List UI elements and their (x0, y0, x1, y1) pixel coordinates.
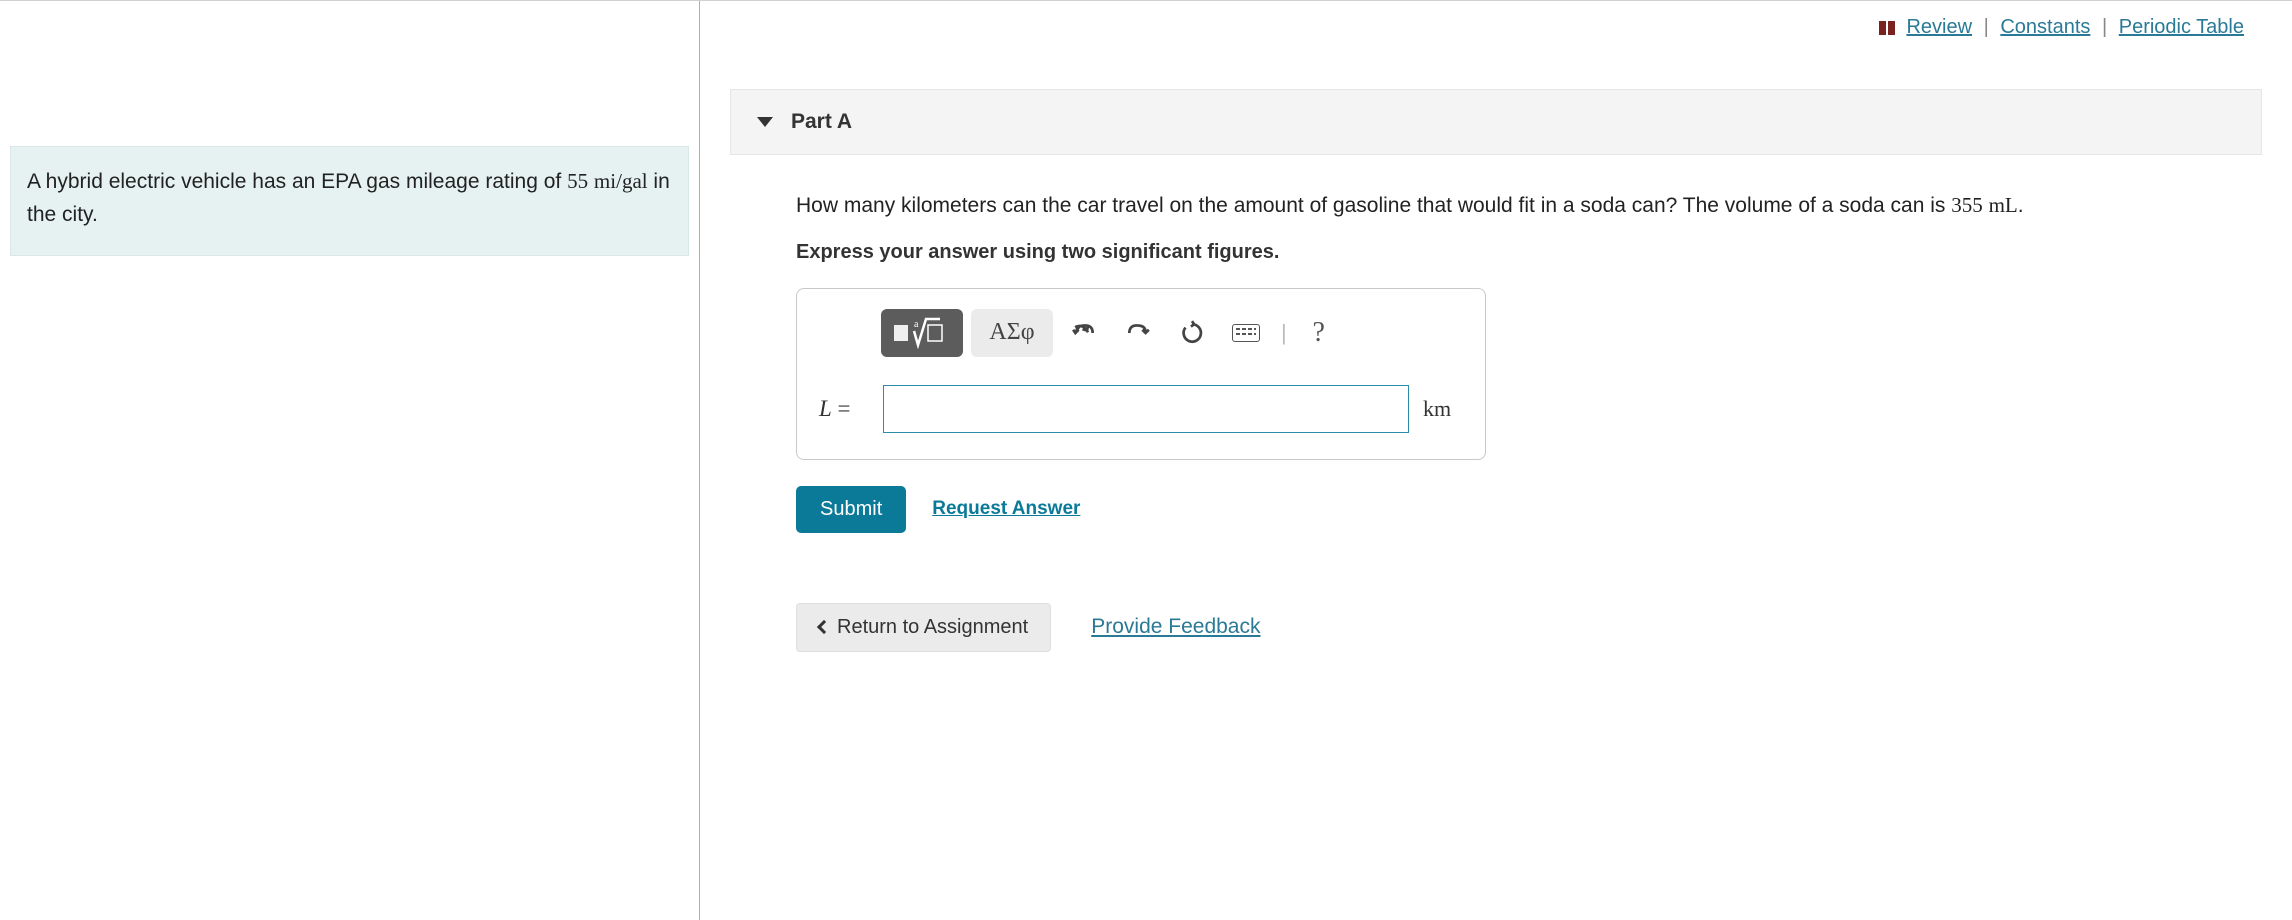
question-after: . (2018, 194, 2024, 217)
question-value: 355 (1951, 193, 1983, 217)
answer-widget: a ΑΣφ (796, 288, 1486, 460)
reset-icon (1179, 320, 1205, 346)
problem-unit-a: mi (594, 169, 616, 193)
answer-input[interactable] (883, 385, 1409, 433)
top-links: Review | Constants | Periodic Table (730, 16, 2262, 39)
submit-button[interactable]: Submit (796, 486, 906, 533)
problem-text-before: A hybrid electric vehicle has an EPA gas… (27, 170, 567, 193)
periodic-table-link[interactable]: Periodic Table (2119, 16, 2244, 38)
right-pane: Review | Constants | Periodic Table Part… (700, 1, 2292, 920)
redo-icon (1125, 320, 1151, 346)
problem-unit-b: gal (622, 169, 648, 193)
greek-symbols-button[interactable]: ΑΣφ (971, 309, 1053, 357)
footer-row: Return to Assignment Provide Feedback (796, 603, 2236, 652)
provide-feedback-link[interactable]: Provide Feedback (1091, 615, 1260, 639)
svg-text:a: a (914, 319, 919, 330)
problem-value-num: 55 (567, 169, 588, 193)
undo-icon (1071, 320, 1097, 346)
undo-button[interactable] (1061, 309, 1107, 357)
equation-toolbar: a ΑΣφ (881, 309, 1463, 357)
flag-icon[interactable] (1879, 16, 1897, 39)
constants-link[interactable]: Constants (2000, 16, 2090, 38)
reset-button[interactable] (1169, 309, 1215, 357)
keyboard-button[interactable] (1223, 309, 1269, 357)
instruction-text: Express your answer using two significan… (796, 241, 2236, 264)
collapse-icon[interactable] (757, 117, 773, 127)
toolbar-separator: | (1281, 320, 1287, 346)
question-area: How many kilometers can the car travel o… (730, 181, 2262, 682)
question-text: How many kilometers can the car travel o… (796, 189, 2236, 223)
return-label: Return to Assignment (837, 616, 1028, 639)
redo-button[interactable] (1115, 309, 1161, 357)
left-pane: A hybrid electric vehicle has an EPA gas… (0, 1, 700, 920)
problem-statement: A hybrid electric vehicle has an EPA gas… (10, 146, 689, 256)
request-answer-link[interactable]: Request Answer (932, 498, 1080, 520)
page-root: A hybrid electric vehicle has an EPA gas… (0, 0, 2292, 920)
answer-input-row: L = km (819, 385, 1463, 433)
variable-name: L (819, 396, 832, 421)
variable-label: L = (819, 396, 869, 422)
unit-label: km (1423, 396, 1463, 422)
part-header: Part A (730, 89, 2262, 155)
math-template-icon: a (892, 317, 952, 349)
keyboard-icon (1232, 324, 1260, 342)
question-unit: mL (1989, 193, 2018, 217)
equals-sign: = (832, 396, 851, 421)
help-button[interactable]: ? (1299, 317, 1339, 349)
review-link[interactable]: Review (1906, 16, 1972, 38)
return-button[interactable]: Return to Assignment (796, 603, 1051, 652)
part-title: Part A (791, 110, 852, 134)
separator: | (2102, 16, 2107, 38)
math-templates-button[interactable]: a (881, 309, 963, 357)
question-before: How many kilometers can the car travel o… (796, 194, 1951, 217)
action-row: Submit Request Answer (796, 486, 2236, 533)
chevron-left-icon (817, 620, 831, 634)
separator: | (1984, 16, 1989, 38)
